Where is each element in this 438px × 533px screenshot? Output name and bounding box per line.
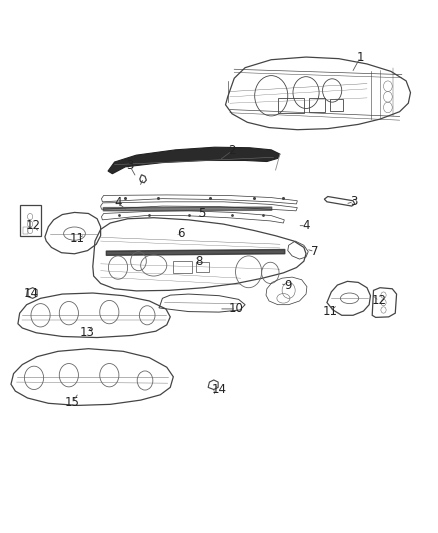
Text: 1: 1 <box>357 51 364 63</box>
Text: 14: 14 <box>212 383 226 396</box>
Text: 12: 12 <box>372 294 387 308</box>
Text: 3: 3 <box>350 195 357 208</box>
Text: 12: 12 <box>25 219 40 232</box>
Text: 11: 11 <box>322 305 338 318</box>
Text: 10: 10 <box>229 302 244 316</box>
Text: 15: 15 <box>64 396 79 409</box>
Bar <box>278 98 304 113</box>
Bar <box>23 227 28 233</box>
Text: 13: 13 <box>80 326 95 340</box>
Text: 5: 5 <box>198 207 205 220</box>
Text: 9: 9 <box>284 279 292 292</box>
Text: 2: 2 <box>228 144 236 157</box>
Polygon shape <box>108 147 280 174</box>
Bar <box>309 99 325 112</box>
Bar <box>196 262 208 272</box>
Bar <box>173 261 191 273</box>
Text: 4: 4 <box>302 219 310 232</box>
Text: 14: 14 <box>24 287 39 300</box>
Text: 4: 4 <box>114 196 122 209</box>
Bar <box>329 99 343 111</box>
Text: 3: 3 <box>126 159 134 172</box>
Text: 6: 6 <box>177 227 184 240</box>
Text: 8: 8 <box>196 255 203 268</box>
Text: 11: 11 <box>70 232 85 245</box>
Text: 7: 7 <box>311 245 318 258</box>
Bar <box>20 205 41 236</box>
